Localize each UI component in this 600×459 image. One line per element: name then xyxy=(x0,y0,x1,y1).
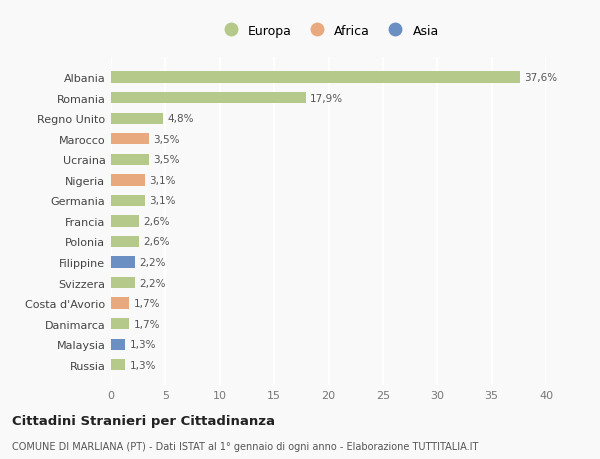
Bar xyxy=(111,216,139,227)
Bar xyxy=(111,154,149,166)
Text: 1,3%: 1,3% xyxy=(130,340,156,349)
Text: 3,5%: 3,5% xyxy=(154,134,180,145)
Text: 3,5%: 3,5% xyxy=(154,155,180,165)
Text: COMUNE DI MARLIANA (PT) - Dati ISTAT al 1° gennaio di ogni anno - Elaborazione T: COMUNE DI MARLIANA (PT) - Dati ISTAT al … xyxy=(12,441,478,451)
Bar xyxy=(111,236,139,247)
Bar xyxy=(111,298,130,309)
Bar xyxy=(111,93,305,104)
Text: 2,6%: 2,6% xyxy=(143,237,170,247)
Bar xyxy=(111,73,520,84)
Bar xyxy=(111,113,163,124)
Text: Cittadini Stranieri per Cittadinanza: Cittadini Stranieri per Cittadinanza xyxy=(12,414,275,428)
Text: 17,9%: 17,9% xyxy=(310,94,343,103)
Text: 2,2%: 2,2% xyxy=(139,257,166,268)
Text: 37,6%: 37,6% xyxy=(524,73,557,83)
Text: 2,2%: 2,2% xyxy=(139,278,166,288)
Bar xyxy=(111,175,145,186)
Bar xyxy=(111,196,145,207)
Legend: Europa, Africa, Asia: Europa, Africa, Asia xyxy=(214,21,443,41)
Bar xyxy=(111,257,135,268)
Text: 4,8%: 4,8% xyxy=(167,114,194,124)
Text: 3,1%: 3,1% xyxy=(149,175,176,185)
Bar xyxy=(111,277,135,289)
Bar xyxy=(111,359,125,370)
Bar xyxy=(111,339,125,350)
Text: 3,1%: 3,1% xyxy=(149,196,176,206)
Text: 1,7%: 1,7% xyxy=(134,298,160,308)
Text: 2,6%: 2,6% xyxy=(143,217,170,226)
Text: 1,3%: 1,3% xyxy=(130,360,156,370)
Text: 1,7%: 1,7% xyxy=(134,319,160,329)
Bar xyxy=(111,319,130,330)
Bar xyxy=(111,134,149,145)
